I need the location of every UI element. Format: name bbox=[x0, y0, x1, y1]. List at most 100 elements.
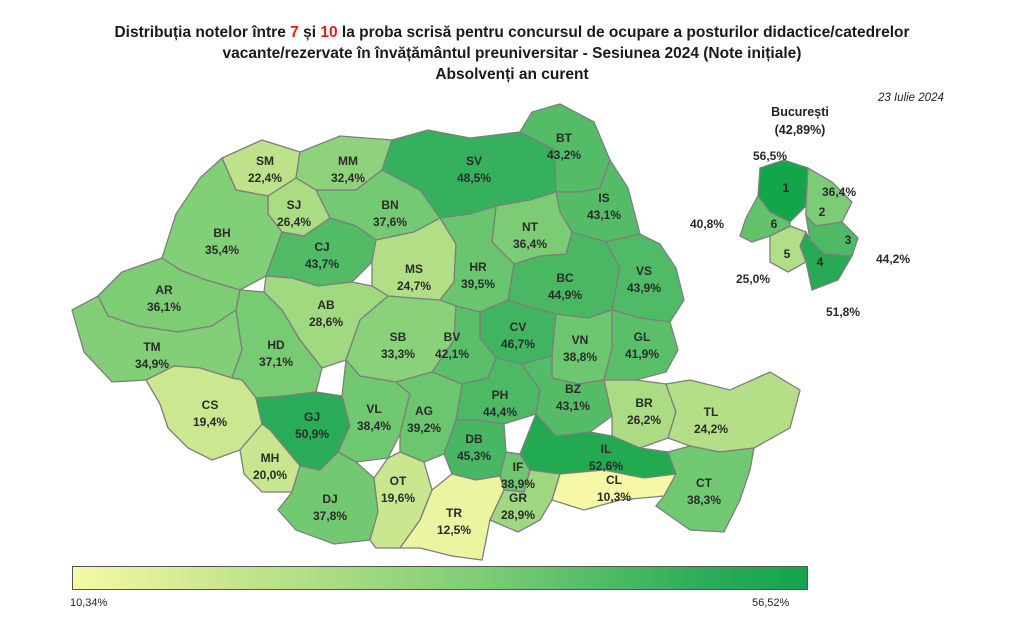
county-value-label: 48,5% bbox=[457, 171, 491, 185]
county-code-label: TL bbox=[704, 405, 719, 419]
county-vn bbox=[551, 309, 613, 385]
county-code-label: BH bbox=[213, 226, 230, 240]
county-ct bbox=[655, 445, 755, 533]
county-value-label: 39,5% bbox=[461, 277, 495, 291]
map-title: Distribuția notelor între 7 și 10 la pro… bbox=[0, 22, 1024, 85]
county-code-label: IF bbox=[513, 460, 524, 474]
county-value-label: 46,7% bbox=[501, 337, 535, 351]
county-code-label: HR bbox=[469, 260, 487, 274]
county-code-label: BZ bbox=[565, 382, 581, 396]
county-code-label: BT bbox=[556, 131, 573, 145]
county-value-label: 35,4% bbox=[205, 243, 239, 257]
sector-number-label: 5 bbox=[784, 247, 791, 261]
county-code-label: MH bbox=[261, 451, 280, 465]
sector-number-label: 6 bbox=[771, 217, 778, 231]
county-code-label: SB bbox=[390, 330, 407, 344]
county-code-label: GL bbox=[634, 330, 651, 344]
county-vs bbox=[605, 233, 685, 323]
county-code-label: HD bbox=[267, 338, 285, 352]
county-value-label: 38,3% bbox=[687, 493, 721, 507]
county-code-label: GR bbox=[509, 491, 527, 505]
county-value-label: 19,6% bbox=[381, 491, 415, 505]
legend-max-label: 56,52% bbox=[752, 597, 790, 609]
title-text: și bbox=[298, 24, 321, 41]
county-code-label: OT bbox=[390, 474, 407, 488]
county-value-label: 37,8% bbox=[313, 509, 347, 523]
county-code-label: CL bbox=[606, 473, 622, 487]
county-code-label: CV bbox=[510, 320, 527, 334]
county-value-label: 52,6% bbox=[589, 459, 623, 473]
county-value-label: 43,1% bbox=[587, 208, 621, 222]
sector-number-label: 2 bbox=[819, 205, 826, 219]
county-value-label: 50,9% bbox=[295, 427, 329, 441]
county-value-label: 43,2% bbox=[547, 148, 581, 162]
county-code-label: SV bbox=[466, 154, 482, 168]
county-value-label: 41,9% bbox=[625, 347, 659, 361]
county-code-label: TR bbox=[446, 506, 462, 520]
county-value-label: 36,1% bbox=[147, 300, 181, 314]
legend-min-label: 10,34% bbox=[70, 597, 108, 609]
bucharest-sectors-layer bbox=[739, 159, 859, 291]
county-value-label: 37,6% bbox=[373, 215, 407, 229]
county-gl bbox=[603, 309, 679, 381]
bucuresti-total: (42,89%) bbox=[774, 123, 826, 137]
county-ag bbox=[394, 371, 463, 463]
county-code-label: BC bbox=[556, 271, 574, 285]
county-code-label: GJ bbox=[304, 410, 320, 424]
county-code-label: VN bbox=[572, 333, 589, 347]
county-value-label: 36,4% bbox=[513, 237, 547, 251]
bucuresti-name: București bbox=[771, 105, 829, 119]
sector-value-label: 56,5% bbox=[753, 149, 787, 163]
county-value-label: 22,4% bbox=[248, 171, 282, 185]
date-label: 23 Iulie 2024 bbox=[878, 92, 944, 104]
title-text: la proba scrisă pentru concursul de ocup… bbox=[337, 24, 910, 41]
sector-value-label: 44,2% bbox=[876, 252, 910, 266]
sector-value-label: 25,0% bbox=[736, 272, 770, 286]
labels-layer: SM 22,4% MM 32,4% SV 48,5% BT 43,2% SJ 26,4% BN 37,… bbox=[135, 131, 910, 537]
county-value-label: 28,9% bbox=[501, 508, 535, 522]
county-value-label: 33,3% bbox=[381, 347, 415, 361]
county-code-label: DJ bbox=[322, 492, 337, 506]
title-line-2: vacante/rezervate în învățământul preuni… bbox=[222, 45, 802, 62]
county-code-label: AB bbox=[317, 298, 335, 312]
county-code-label: CT bbox=[696, 476, 713, 490]
county-code-label: PH bbox=[492, 388, 509, 402]
county-tr bbox=[398, 473, 505, 561]
county-tl bbox=[665, 371, 801, 453]
county-code-label: SJ bbox=[287, 198, 302, 212]
title-line-1: Distribuția notelor între 7 și 10 la pro… bbox=[0, 22, 1024, 43]
county-value-label: 37,1% bbox=[259, 355, 293, 369]
county-value-label: 38,8% bbox=[563, 350, 597, 364]
sector-number-label: 3 bbox=[845, 233, 852, 247]
legend-color-scale bbox=[72, 566, 808, 590]
bucuresti-title: București (42,89%) bbox=[745, 103, 855, 139]
county-value-label: 20,0% bbox=[253, 468, 287, 482]
county-code-label: VL bbox=[366, 402, 381, 416]
county-code-label: IS bbox=[598, 191, 609, 205]
title-line-3: Absolvenți an curent bbox=[435, 66, 589, 83]
title-number-7: 7 bbox=[290, 24, 299, 41]
county-value-label: 19,4% bbox=[193, 415, 227, 429]
county-code-label: VS bbox=[636, 264, 652, 278]
county-code-label: BR bbox=[635, 396, 653, 410]
sector-value-label: 36,4% bbox=[822, 185, 856, 199]
county-code-label: BN bbox=[381, 198, 398, 212]
county-value-label: 38,4% bbox=[357, 419, 391, 433]
sector-number-label: 1 bbox=[783, 181, 790, 195]
county-code-label: NT bbox=[522, 220, 539, 234]
sector-6 bbox=[739, 194, 791, 243]
county-code-label: CS bbox=[202, 398, 219, 412]
county-value-label: 42,1% bbox=[435, 347, 469, 361]
sector-5 bbox=[769, 225, 807, 273]
county-value-label: 32,4% bbox=[331, 171, 365, 185]
title-number-10: 10 bbox=[320, 24, 338, 41]
county-code-label: IL bbox=[601, 442, 612, 456]
county-value-label: 34,9% bbox=[135, 357, 169, 371]
sector-number-label: 4 bbox=[817, 255, 824, 269]
county-code-label: DB bbox=[465, 432, 483, 446]
county-value-label: 24,7% bbox=[397, 279, 431, 293]
county-code-label: BV bbox=[444, 330, 461, 344]
counties-layer bbox=[71, 103, 801, 561]
county-value-label: 44,4% bbox=[483, 405, 517, 419]
